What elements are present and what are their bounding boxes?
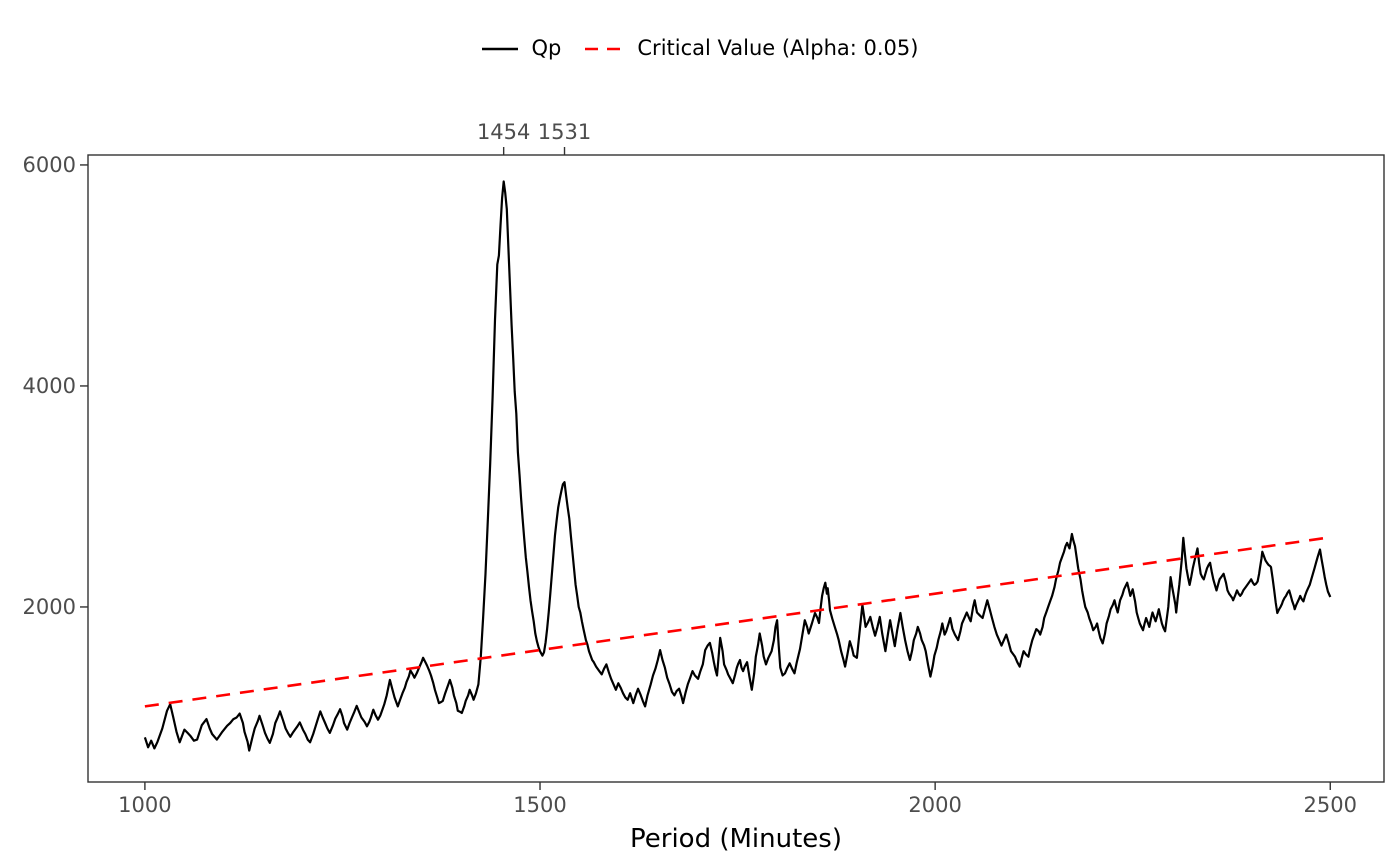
x-axis-tick-label: 2000 xyxy=(908,793,961,817)
y-axis-tick-label: 6000 xyxy=(23,153,76,177)
legend-label-critical-value: Critical Value (Alpha: 0.05) xyxy=(637,36,919,60)
y-axis-tick-label: 4000 xyxy=(23,374,76,398)
qp-line-key xyxy=(481,47,518,50)
x-axis-tick-label: 1500 xyxy=(513,793,566,817)
legend-label-qp: Qp xyxy=(531,36,562,60)
y-axis-tick-label: 2000 xyxy=(23,595,76,619)
peak-period-label: 1531 xyxy=(538,120,591,144)
x-axis-tick-label: 1000 xyxy=(118,793,171,817)
qp-series-line xyxy=(143,180,1332,752)
x-axis-tick-label: 2500 xyxy=(1304,793,1357,817)
chart-legend: Qp Critical Value (Alpha: 0.05) xyxy=(0,38,1400,59)
critical-value-line-key xyxy=(585,47,624,50)
legend-item-critical-value: Critical Value (Alpha: 0.05) xyxy=(585,38,918,59)
panel-border xyxy=(87,154,1385,783)
chart-generated-layer: 1000 1500 2000 2500 2000 4000 6000 1454 1531 xyxy=(23,120,1385,817)
x-axis-title: Period (Minutes) xyxy=(630,824,842,854)
peak-period-label: 1454 xyxy=(477,120,530,144)
legend-item-qp: Qp xyxy=(481,36,562,60)
critical-value-line xyxy=(144,536,1331,708)
